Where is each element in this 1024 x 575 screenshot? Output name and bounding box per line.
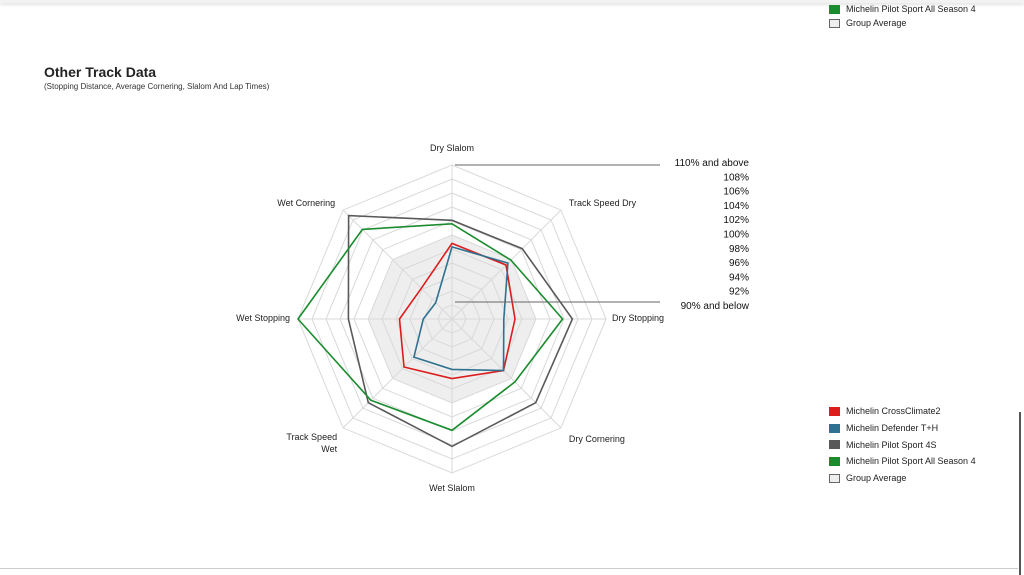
legend-label: Michelin Pilot Sport All Season 4: [846, 4, 976, 14]
legend-item[interactable]: Michelin Pilot Sport 4S: [829, 436, 976, 453]
series-line: [296, 222, 564, 432]
legend-label: Michelin Defender T+H: [846, 423, 939, 434]
scale-label: 102%: [723, 215, 749, 226]
scale-label: 100%: [723, 230, 749, 241]
axis-label: Track Speed Dry: [569, 198, 637, 208]
legend-item[interactable]: Michelin Pilot Sport All Season 4: [829, 453, 976, 470]
grid-spoke: [342, 318, 453, 429]
scale-label: 110% and above: [675, 158, 750, 169]
axis-label: Dry Cornering: [569, 434, 625, 444]
section-title: Other Track Data: [44, 64, 157, 80]
grid-spoke: [451, 318, 562, 429]
top-legend-item: Group Average: [829, 15, 976, 32]
legend-swatch: [829, 440, 840, 450]
axis-label: Dry Slalom: [430, 143, 474, 153]
top-legend: Michelin Pilot Sport All Season 4 Group …: [829, 3, 976, 32]
scale-label: 108%: [723, 172, 749, 183]
legend-item[interactable]: Michelin CrossClimate2: [829, 403, 976, 420]
axis-label: Wet Slalom: [429, 483, 475, 493]
legend-swatch: [829, 423, 840, 433]
scale-label: 92%: [729, 287, 749, 298]
legend-label: Group Average: [846, 473, 907, 484]
legend-swatch: [829, 473, 840, 483]
series-line: [398, 242, 516, 380]
scale-label: 104%: [723, 201, 749, 212]
section-subtitle: (Stopping Distance, Average Cornering, S…: [44, 82, 270, 91]
axis-label: Dry Stopping: [612, 313, 664, 323]
legend-swatch: [829, 406, 840, 416]
scrollbar[interactable]: [1019, 412, 1021, 575]
scale-label: 90% and below: [681, 301, 750, 312]
scale-label: 98%: [729, 244, 749, 255]
divider: [0, 568, 1018, 569]
legend-swatch: [829, 456, 840, 466]
chart-legend: Michelin CrossClimate2 Michelin Defender …: [829, 403, 976, 486]
legend-label: Group Average: [846, 18, 907, 29]
scale-label: 106%: [723, 187, 749, 198]
scale-label: 96%: [729, 258, 749, 269]
legend-label: Michelin Pilot Sport All Season 4: [846, 456, 976, 467]
legend-swatch: [829, 4, 840, 14]
top-shadow-bar: [0, 0, 1024, 3]
legend-item[interactable]: Group Average: [829, 470, 976, 487]
legend-label: Michelin CrossClimate2: [846, 406, 941, 417]
legend-label: Michelin Pilot Sport 4S: [846, 439, 937, 450]
top-legend-item: Michelin Pilot Sport All Season 4: [829, 3, 976, 15]
legend-item[interactable]: Michelin Defender T+H: [829, 420, 976, 437]
legend-swatch: [829, 18, 840, 28]
series-line: [347, 214, 574, 448]
axis-label: Track Speed Wet: [286, 432, 337, 454]
axis-label: Wet Stopping: [236, 313, 290, 323]
scale-label: 94%: [729, 272, 749, 283]
axis-label: Wet Cornering: [277, 198, 335, 208]
grid-spoke: [342, 209, 453, 320]
series-line: [412, 245, 509, 372]
